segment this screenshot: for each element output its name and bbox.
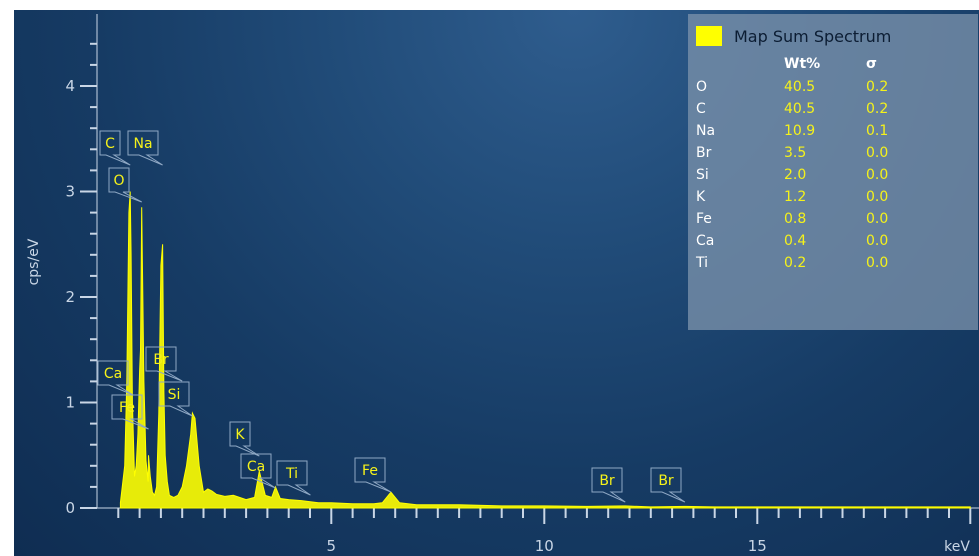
peak-label-text: Br — [658, 473, 674, 489]
peak-label-box — [97, 360, 134, 396]
peak-label-o: O — [108, 167, 142, 203]
composition-row: Fe 0.8 0.0 — [696, 208, 926, 230]
y-axis-title: cps/eV — [26, 238, 42, 285]
peak-label-text: Br — [153, 352, 169, 368]
sigma-cell: 0.0 — [866, 255, 889, 271]
wt-cell: 2.0 — [784, 167, 807, 183]
sigma-cell: 0.0 — [866, 211, 889, 227]
x-axis-title: keV — [944, 539, 970, 555]
peak-label-box — [158, 381, 193, 417]
element-cell: C — [696, 101, 706, 117]
peak-label-fe: Fe — [111, 394, 149, 430]
spectrum-series — [119, 191, 971, 509]
wt-cell: 40.5 — [784, 101, 816, 117]
wt-header: Wt% — [784, 56, 821, 72]
peak-label-box — [240, 453, 276, 489]
peak-label-br: Br — [591, 467, 626, 503]
peak-label-text: Ca — [247, 459, 265, 475]
composition-row: C 40.5 0.2 — [696, 98, 926, 120]
wt-cell: 1.2 — [784, 189, 807, 205]
element-cell: Fe — [696, 211, 712, 227]
peak-label-fe: Fe — [354, 457, 392, 493]
peak-label-box — [111, 394, 149, 430]
peak-label-c: C — [99, 130, 131, 166]
peak-label-na: Na — [127, 130, 163, 166]
wt-cell: 10.9 — [784, 123, 816, 139]
peak-label-k: K — [229, 421, 260, 457]
x-tick-label: 5 — [327, 537, 337, 555]
element-cell: O — [696, 79, 708, 95]
element-cell: K — [696, 189, 706, 205]
peak-label-text: Si — [168, 387, 181, 403]
composition-row: Na 10.9 0.1 — [696, 120, 926, 142]
legend-panel: Map Sum Spectrum Wt% σ O 40.5 0.2 C 40.5 0.2 N… — [688, 14, 978, 330]
sigma-header: σ — [866, 56, 877, 72]
peak-label-box — [591, 467, 626, 503]
wt-cell: 40.5 — [784, 79, 816, 95]
peak-label-text: Ca — [104, 366, 122, 382]
peak-label-text: Ti — [285, 466, 298, 482]
y-tick-label: 3 — [65, 183, 75, 201]
composition-table: Wt% σ O 40.5 0.2 C 40.5 0.2 Na 10.9 0.1 Br 3.5 0.0 S… — [696, 52, 926, 274]
peak-label-box — [229, 421, 260, 457]
peak-label-ca: Ca — [240, 453, 276, 489]
peak-label-text: Na — [133, 136, 152, 152]
composition-row: Br 3.5 0.0 — [696, 142, 926, 164]
peak-label-br: Br — [145, 346, 183, 382]
composition-row: Si 2.0 0.0 — [696, 164, 926, 186]
peak-label-text: Fe — [362, 463, 378, 479]
peak-label-text: C — [105, 136, 115, 152]
sigma-cell: 0.0 — [866, 189, 889, 205]
peak-label-box — [276, 460, 311, 496]
peak-label-si: Si — [158, 381, 193, 417]
wt-cell: 3.5 — [784, 145, 807, 161]
peak-label-br: Br — [650, 467, 686, 503]
peak-label-text: K — [235, 427, 245, 443]
element-cell: Br — [696, 145, 712, 161]
peak-label-box — [650, 467, 686, 503]
sigma-cell: 0.0 — [866, 145, 889, 161]
legend-title: Map Sum Spectrum — [734, 26, 892, 46]
peak-label-ti: Ti — [276, 460, 311, 496]
legend-header: Map Sum Spectrum — [696, 22, 978, 50]
y-tick-label: 0 — [65, 499, 75, 517]
sigma-cell: 0.2 — [866, 79, 889, 95]
peak-label-ca: Ca — [97, 360, 134, 396]
wt-cell: 0.8 — [784, 211, 807, 227]
y-tick-label: 2 — [65, 288, 75, 306]
legend-swatch — [696, 26, 722, 46]
peak-label-box — [108, 167, 142, 203]
peak-label-text: O — [113, 173, 124, 189]
element-cell: Ca — [696, 233, 715, 249]
peak-label-box — [127, 130, 163, 166]
element-cell: Ti — [696, 255, 709, 271]
peak-label-box — [354, 457, 392, 493]
composition-row: O 40.5 0.2 — [696, 76, 926, 98]
x-tick-label: 15 — [748, 537, 767, 555]
composition-header-row: Wt% σ — [696, 52, 926, 76]
sigma-cell: 0.1 — [866, 123, 889, 139]
sigma-cell: 0.0 — [866, 233, 889, 249]
peak-label-box — [99, 130, 131, 166]
composition-row: K 1.2 0.0 — [696, 186, 926, 208]
wt-cell: 0.2 — [784, 255, 807, 271]
y-tick-label: 4 — [65, 77, 75, 95]
peak-label-box — [145, 346, 183, 382]
x-tick-label: 10 — [535, 537, 554, 555]
composition-row: Ca 0.4 0.0 — [696, 230, 926, 252]
composition-row: Ti 0.2 0.0 — [696, 252, 926, 274]
peak-label-text: Br — [599, 473, 615, 489]
element-cell: Si — [696, 167, 709, 183]
y-tick-label: 1 — [65, 394, 75, 412]
peak-label-text: Fe — [119, 400, 135, 416]
wt-cell: 0.4 — [784, 233, 807, 249]
sigma-cell: 0.2 — [866, 101, 889, 117]
element-cell: Na — [696, 123, 716, 139]
sigma-cell: 0.0 — [866, 167, 889, 183]
